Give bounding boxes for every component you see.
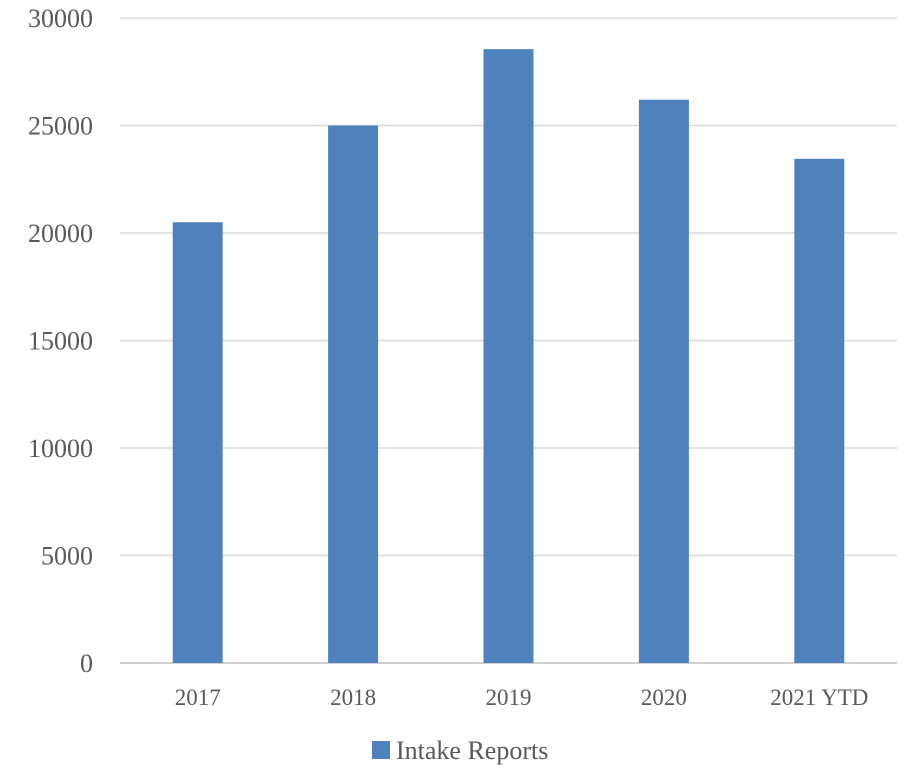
bar xyxy=(638,99,689,663)
legend-label: Intake Reports xyxy=(396,736,548,765)
legend-swatch xyxy=(372,741,390,759)
y-tick-label: 10000 xyxy=(28,434,93,463)
y-tick-label: 25000 xyxy=(28,112,93,141)
y-axis-ticks: 0 5000 10000 15000 20000 25000 30000 xyxy=(28,4,93,678)
legend: Intake Reports xyxy=(372,736,548,765)
bar xyxy=(483,49,534,664)
y-tick-label: 20000 xyxy=(28,219,93,248)
y-tick-label: 30000 xyxy=(28,4,93,33)
y-tick-label: 15000 xyxy=(28,327,93,356)
bars xyxy=(172,49,845,664)
x-tick-label: 2018 xyxy=(330,685,376,710)
x-tick-label: 2017 xyxy=(175,685,221,710)
x-tick-label: 2019 xyxy=(486,685,532,710)
y-tick-label: 0 xyxy=(80,649,93,678)
x-tick-label: 2020 xyxy=(641,685,687,710)
x-axis-ticks: 2017 2018 2019 2020 2021 YTD xyxy=(175,685,869,710)
y-tick-label: 5000 xyxy=(41,542,93,571)
x-tick-label: 2021 YTD xyxy=(770,685,868,710)
bar xyxy=(172,222,223,663)
bar xyxy=(794,158,845,663)
bar xyxy=(328,125,379,663)
